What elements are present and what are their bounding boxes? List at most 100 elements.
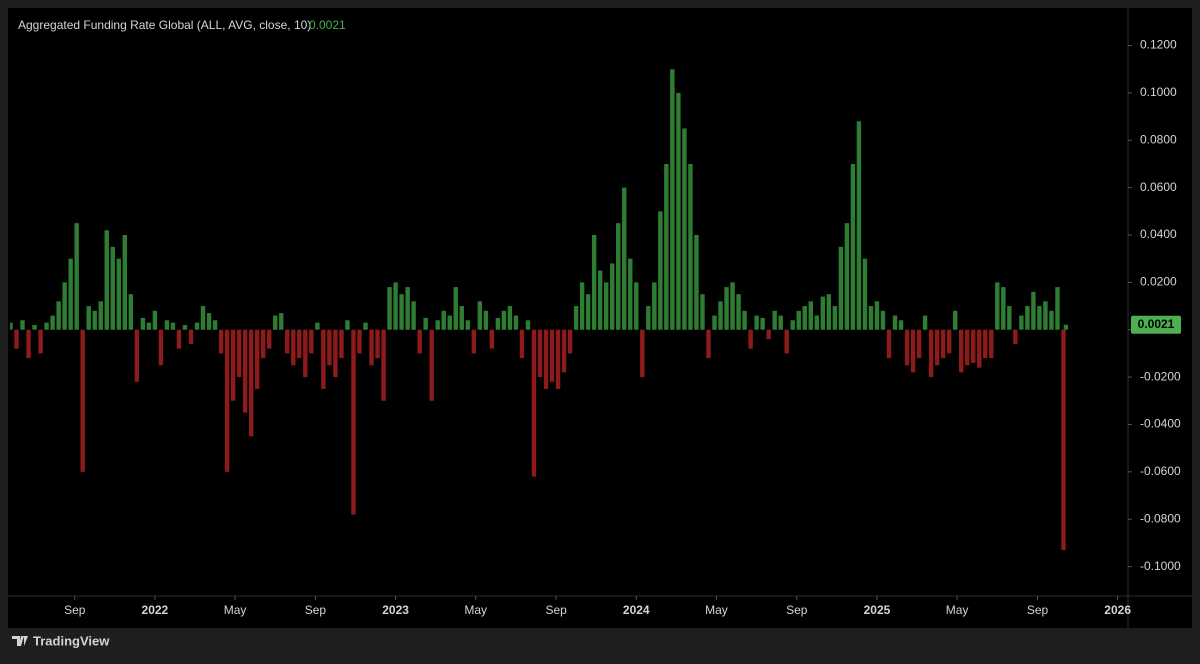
x-tick-label: Sep <box>305 603 327 617</box>
bar <box>519 329 525 359</box>
bar <box>399 294 404 330</box>
y-tick-label: -0.0200 <box>1140 369 1181 383</box>
bar <box>254 329 260 389</box>
bar <box>230 329 236 401</box>
bar <box>273 315 278 330</box>
bar <box>658 211 663 330</box>
bar <box>152 310 158 330</box>
bar <box>525 320 531 330</box>
bars <box>10 69 1069 550</box>
x-tick-label: Sep <box>1027 603 1049 617</box>
bar <box>796 310 801 330</box>
bar <box>393 282 398 330</box>
bar <box>712 315 717 330</box>
bar <box>291 329 296 366</box>
bar <box>483 310 489 330</box>
bar <box>429 329 434 401</box>
x-tick-label: Sep <box>545 603 567 617</box>
bar <box>206 313 212 330</box>
bar <box>375 329 380 359</box>
bar <box>170 322 176 330</box>
bar <box>531 329 537 477</box>
y-tick-label: 0.0200 <box>1140 275 1177 289</box>
bar <box>862 258 868 330</box>
x-tick-label: May <box>946 603 969 617</box>
bar <box>892 315 898 330</box>
bar <box>652 282 657 330</box>
bar <box>946 329 952 354</box>
bar <box>363 322 368 330</box>
bar <box>694 235 699 330</box>
bar <box>56 301 61 330</box>
bar <box>453 287 458 330</box>
bar <box>333 329 338 378</box>
bar <box>959 329 964 373</box>
bar <box>236 329 242 378</box>
bar <box>868 306 874 330</box>
bar <box>646 306 651 330</box>
bar <box>573 306 579 330</box>
y-tick-label: -0.0600 <box>1140 464 1181 478</box>
bar <box>670 69 675 330</box>
bar <box>507 306 513 330</box>
bar <box>603 282 609 330</box>
bar <box>417 329 422 354</box>
bar <box>357 329 362 354</box>
bar <box>345 320 350 330</box>
bar <box>995 282 1000 330</box>
bar <box>200 306 206 330</box>
x-tick-label: May <box>224 603 247 617</box>
bar <box>910 329 916 373</box>
bar <box>748 329 753 349</box>
y-tick-label: 0.1000 <box>1140 85 1177 99</box>
bar <box>441 310 446 330</box>
brand-text: TradingView <box>33 633 110 648</box>
bar <box>477 301 483 330</box>
bar <box>952 310 958 330</box>
bar <box>971 329 976 363</box>
bar <box>26 329 31 359</box>
bar <box>724 287 729 330</box>
bar <box>1001 287 1006 330</box>
bar <box>465 320 470 330</box>
bar <box>928 329 934 378</box>
bar <box>808 301 813 330</box>
bar <box>62 282 67 330</box>
bar <box>140 317 146 330</box>
bar <box>579 282 585 330</box>
bar <box>459 306 464 330</box>
bar <box>555 329 561 389</box>
bar <box>279 313 284 330</box>
bar <box>501 310 507 330</box>
bar <box>194 322 200 330</box>
bar <box>922 315 928 330</box>
bar <box>1013 329 1018 344</box>
bar <box>940 329 946 359</box>
y-tick-label: 0.0800 <box>1140 132 1177 146</box>
bar <box>977 329 982 368</box>
bar <box>706 329 711 359</box>
bar <box>567 329 573 354</box>
bar <box>387 287 392 330</box>
x-tick-label: 2024 <box>623 603 650 617</box>
bar <box>471 329 477 354</box>
y-tick-label: -0.0400 <box>1140 417 1181 431</box>
bar <box>285 329 290 354</box>
bar <box>321 329 326 389</box>
bar <box>411 301 416 330</box>
bar <box>212 320 218 330</box>
bar <box>591 235 597 330</box>
bar <box>898 320 904 330</box>
bar <box>772 310 777 330</box>
bar <box>309 329 314 354</box>
bar <box>92 310 97 330</box>
bar <box>983 329 988 359</box>
bar <box>874 301 880 330</box>
bar <box>489 329 495 349</box>
bar <box>315 322 320 330</box>
bar <box>297 329 302 359</box>
bar <box>1007 306 1012 330</box>
bar <box>351 329 356 515</box>
bar <box>188 329 194 344</box>
